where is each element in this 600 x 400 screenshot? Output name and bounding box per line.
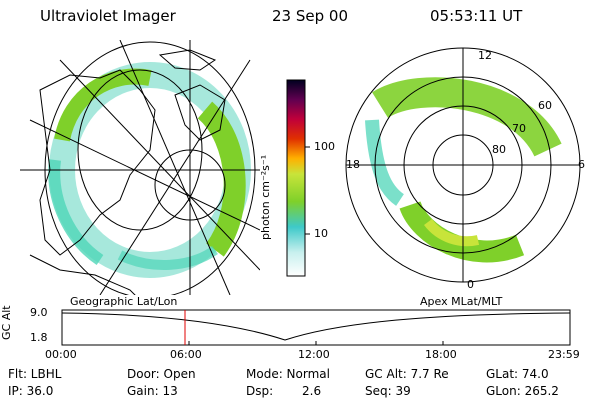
left-panel-caption: Geographic Lat/Lon <box>70 295 178 308</box>
door-status: Door: Open <box>127 367 196 381</box>
aurora-arc-north <box>54 68 152 142</box>
ip-value: IP: 36.0 <box>8 384 54 398</box>
instrument-title: Ultraviolet Imager <box>40 7 176 25</box>
mlat-label-70: 70 <box>512 122 526 135</box>
right-panel-caption: Apex MLat/MLT <box>420 295 503 308</box>
altitude-x-tick: 12:00 <box>298 348 330 361</box>
altitude-y-tick: 9.0 <box>30 306 48 319</box>
mlat-label-60: 60 <box>538 99 552 112</box>
mlt-label-18: 18 <box>346 158 360 171</box>
mlt-label-0: 0 <box>467 278 474 291</box>
altitude-y-tick: 1.8 <box>30 331 48 344</box>
gain-value: Gain: 13 <box>127 384 178 398</box>
gc-alt-value: GC Alt: 7.7 Re <box>365 367 449 381</box>
coast-outline-south <box>29 254 136 295</box>
mlat-label-80: 80 <box>492 143 506 156</box>
meridian-line <box>29 119 260 231</box>
arctic-coast-outline <box>158 49 217 71</box>
altitude-x-tick: 00:00 <box>45 348 77 361</box>
altitude-x-tick: 23:59 <box>548 348 580 361</box>
altitude-plot-frame <box>61 309 571 346</box>
aurora-arc-west <box>48 159 104 265</box>
filter-value: Flt: LBHL <box>8 367 62 381</box>
lat-circle-mid <box>77 69 203 231</box>
glon-value: GLon: 265.2 <box>486 384 559 398</box>
mlt-label-12: 12 <box>478 49 492 62</box>
aurora-arc-south <box>117 245 218 271</box>
altitude-curve <box>61 312 571 341</box>
mode-value: Mode: Normal <box>246 367 330 381</box>
continent-outline <box>39 69 156 256</box>
dsp-label: Dsp: <box>246 384 274 398</box>
aurora-oval-peak <box>424 218 480 247</box>
meridian-line <box>99 59 251 295</box>
greenland-outline <box>174 84 226 141</box>
aurora-oval-dusk <box>365 119 405 206</box>
aurora-oval-dayside <box>372 77 562 158</box>
altitude-x-tick: 06:00 <box>170 348 202 361</box>
dsp-value: 2.6 <box>302 384 322 398</box>
colorbar-tick-label: 100 <box>314 140 335 153</box>
aurora-oval-nightside <box>399 200 525 263</box>
glat-value: GLat: 74.0 <box>486 367 549 381</box>
meridian-line <box>119 40 231 295</box>
altitude-x-tick: 18:00 <box>425 348 457 361</box>
geographic-map <box>20 40 260 295</box>
date-label: 23 Sep 00 <box>272 7 348 25</box>
mlt-label-6: 6 <box>578 158 585 171</box>
aurora-arc-east <box>197 101 246 257</box>
meridian-line <box>59 59 260 271</box>
seq-value: Seq: 39 <box>365 384 411 398</box>
magnetic-polar-plot <box>345 47 581 283</box>
altitude-axis-label: GC Alt <box>0 305 13 340</box>
altitude-plot <box>61 309 571 346</box>
colorbar <box>286 79 306 277</box>
time-label: 05:53:11 UT <box>430 7 523 25</box>
colorbar-tick-label: 10 <box>314 227 328 240</box>
colorbar-unit-label: photon cm⁻²s⁻¹ <box>259 154 272 240</box>
